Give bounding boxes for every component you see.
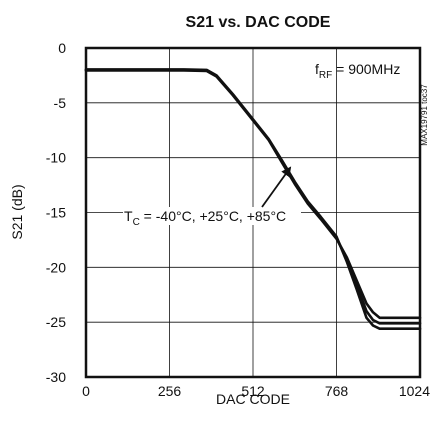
chart-title: S21 vs. DAC CODE <box>186 14 331 31</box>
x-tick-label: 0 <box>82 383 90 399</box>
series-line <box>84 68 422 330</box>
y-tick-label: -30 <box>46 369 66 385</box>
x-tick-label: 256 <box>158 383 182 399</box>
figure-id-watermark: MAX19791 toc37 <box>420 84 429 146</box>
y-axis-label: S21 (dB) <box>9 184 25 239</box>
plot-frame <box>84 46 422 379</box>
y-tick-labels: 0 -5 -10 -15 -20 -25 -30 <box>46 40 66 385</box>
temperature-annotation: TC = -40°C, +25°C, +85°C <box>124 208 286 228</box>
y-tick-label: -25 <box>46 314 66 330</box>
series-group <box>84 68 422 330</box>
temperature-annotation-arrow <box>261 166 292 208</box>
y-tick-label: -20 <box>46 259 66 275</box>
y-tick-label: 0 <box>58 40 66 56</box>
x-axis-label: DAC CODE <box>216 391 290 407</box>
x-tick-labels: 0 256 512 768 1024 <box>82 383 430 399</box>
x-tick-label: 512 <box>241 383 265 399</box>
x-tick-label: 768 <box>325 383 349 399</box>
y-tick-label: -5 <box>54 95 67 111</box>
temperature-annotation-background <box>123 207 301 225</box>
y-tick-label: -10 <box>46 150 66 166</box>
x-tick-label: 1024 <box>399 383 430 399</box>
y-tick-label: -15 <box>46 205 66 221</box>
frequency-annotation: fRF = 900MHz <box>315 61 400 81</box>
